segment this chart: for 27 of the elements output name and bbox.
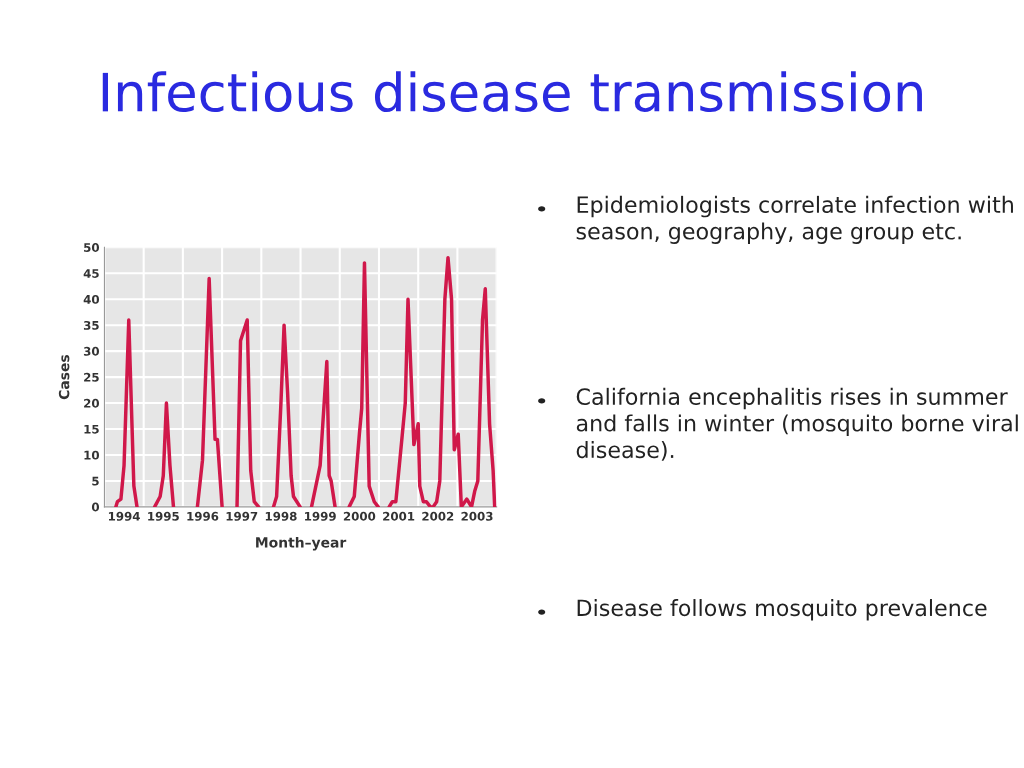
x-tick-label: 2002 <box>422 511 454 521</box>
y-tick-label: 40 <box>83 294 100 304</box>
text: Epidemiologists correlate infection with season, geography, age group etc. <box>576 195 1013 244</box>
y-tick-label: 35 <box>83 320 99 330</box>
y-tick-label: 45 <box>83 269 99 278</box>
x-tick-label: 1995 <box>148 511 179 521</box>
y-tick-label: 0 <box>91 502 100 512</box>
x-tick-label: 2001 <box>383 511 415 521</box>
x-tick-label: 1999 <box>305 511 336 521</box>
y-tick-label: 25 <box>84 372 99 382</box>
y-tick-label: 50 <box>84 243 100 252</box>
x-tick-label: 1996 <box>187 511 219 521</box>
y-axis-title: Cases <box>58 354 70 400</box>
y-tick-label: 10 <box>84 450 100 460</box>
x-tick-label: 1997 <box>226 511 258 521</box>
x-tick-label: 2003 <box>461 511 493 521</box>
y-tick-label: 5 <box>92 476 99 486</box>
text: California encephalitis rises in summer and falls in winter (mosquito borne viral disease). <box>576 387 1018 461</box>
x-tick-label: 2000 <box>343 511 376 521</box>
x-tick-label: 1994 <box>108 511 140 521</box>
y-tick-label: 30 <box>83 346 100 356</box>
x-tick-label: 1998 <box>265 511 297 521</box>
y-tick-label: 15 <box>84 424 99 434</box>
chart-title: Infectious disease transmission <box>102 71 922 113</box>
text: Disease follows mosquito prevalence <box>577 599 987 621</box>
x-axis-title: Month–year <box>256 536 347 551</box>
y-tick-label: 20 <box>84 398 100 408</box>
